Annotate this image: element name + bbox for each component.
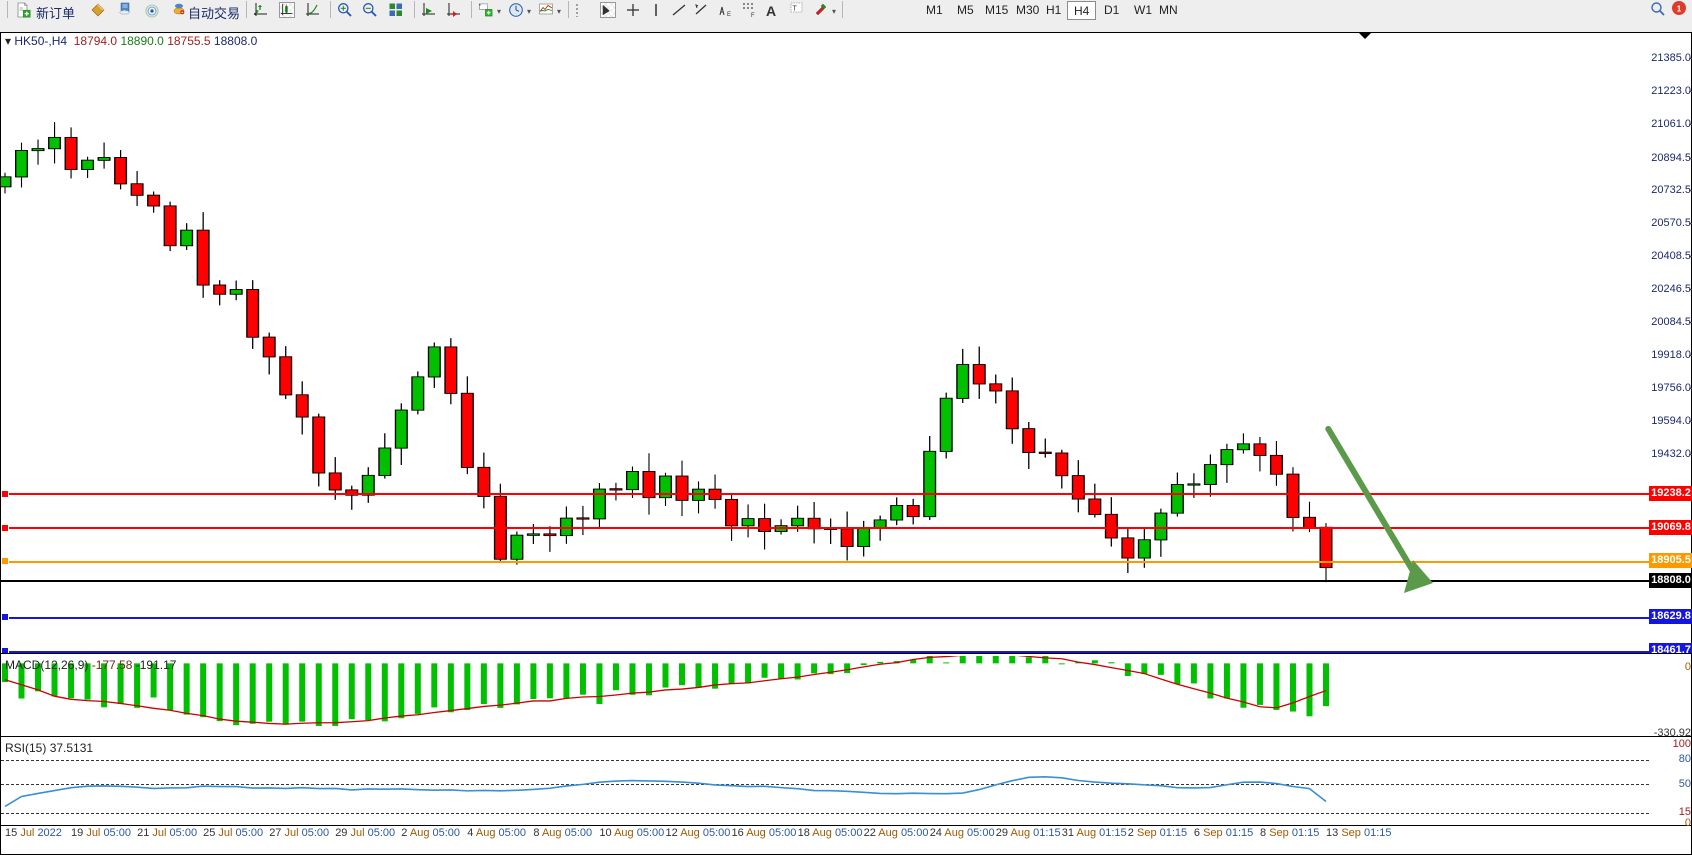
svg-text:T: T bbox=[793, 6, 798, 13]
svg-text:F: F bbox=[751, 13, 755, 18]
svg-text:1: 1 bbox=[1677, 5, 1682, 14]
svg-text:E: E bbox=[727, 12, 731, 18]
